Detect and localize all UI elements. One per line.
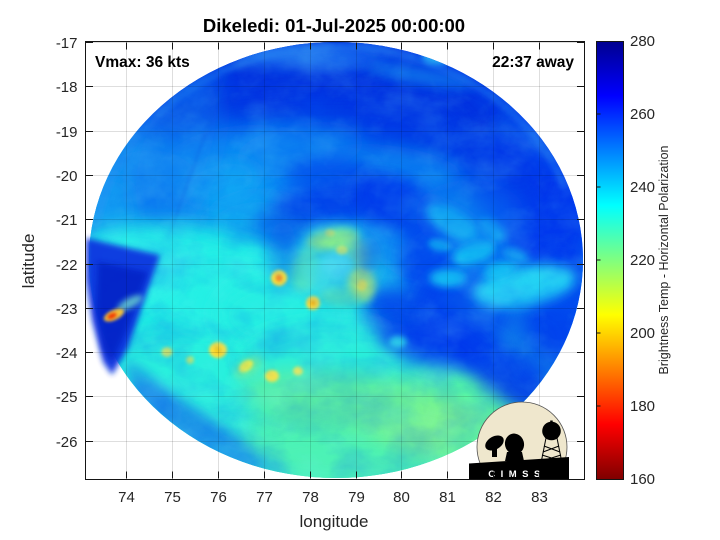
svg-text:-24: -24: [56, 345, 78, 362]
svg-text:latitude: latitude: [19, 234, 38, 289]
svg-text:-17: -17: [56, 35, 78, 52]
svg-text:180: 180: [630, 398, 655, 415]
svg-text:Brightness Temp - Horizontal P: Brightness Temp - Horizontal Polarizatio…: [657, 145, 671, 374]
svg-text:75: 75: [164, 489, 181, 506]
svg-text:-25: -25: [56, 389, 78, 406]
svg-text:260: 260: [630, 106, 655, 123]
svg-text:Dikeledi: 01-Jul-2025 00:00:00: Dikeledi: 01-Jul-2025 00:00:00: [203, 15, 465, 36]
svg-text:79: 79: [348, 489, 365, 506]
svg-text:-26: -26: [56, 434, 78, 451]
svg-text:Vmax: 36 kts: Vmax: 36 kts: [95, 54, 190, 71]
svg-text:-23: -23: [56, 301, 78, 318]
svg-text:-21: -21: [56, 212, 78, 229]
svg-text:22:37 away: 22:37 away: [492, 54, 574, 71]
svg-text:160: 160: [630, 471, 655, 488]
svg-text:-22: -22: [56, 257, 78, 274]
svg-text:80: 80: [393, 489, 410, 506]
svg-text:CIMSS: CIMSS: [488, 469, 546, 480]
svg-text:76: 76: [210, 489, 227, 506]
svg-text:longitude: longitude: [299, 512, 368, 531]
svg-text:83: 83: [531, 489, 548, 506]
svg-text:-18: -18: [56, 79, 78, 96]
svg-text:200: 200: [630, 325, 655, 342]
svg-text:77: 77: [256, 489, 273, 506]
svg-text:74: 74: [118, 489, 135, 506]
svg-text:-20: -20: [56, 168, 78, 185]
svg-text:280: 280: [630, 33, 655, 50]
svg-text:81: 81: [439, 489, 456, 506]
svg-text:78: 78: [302, 489, 319, 506]
svg-text:240: 240: [630, 179, 655, 196]
svg-text:-19: -19: [56, 124, 78, 141]
svg-text:220: 220: [630, 252, 655, 269]
svg-text:82: 82: [485, 489, 502, 506]
